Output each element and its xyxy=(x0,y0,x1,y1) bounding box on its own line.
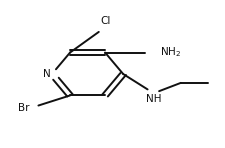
Text: Br: Br xyxy=(18,103,29,113)
Text: N: N xyxy=(43,69,51,79)
Text: Cl: Cl xyxy=(99,16,110,26)
Text: NH$_2$: NH$_2$ xyxy=(159,46,180,59)
Text: NH: NH xyxy=(145,94,161,104)
